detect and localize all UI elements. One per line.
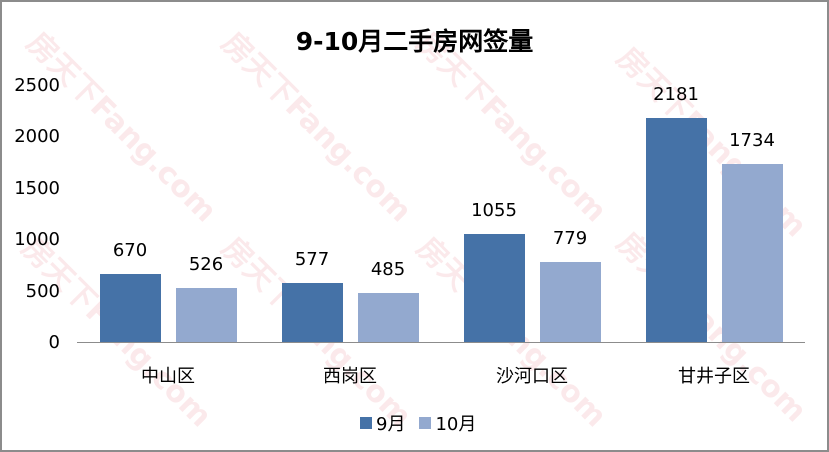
chart-title: 9-10月二手房网签量 <box>295 27 534 56</box>
bar-10月-中山区 <box>176 288 237 342</box>
y-tick-label: 1000 <box>14 229 60 250</box>
data-label: 1734 <box>729 130 775 151</box>
data-label: 485 <box>370 259 406 280</box>
bar-9月-西岗区 <box>282 283 343 342</box>
legend-item-9月[interactable]: 9月 <box>360 410 405 436</box>
data-label: 526 <box>188 254 224 275</box>
x-category-label: 西岗区 <box>323 366 377 387</box>
y-tick-label: 2000 <box>14 126 60 147</box>
y-tick-label: 0 <box>48 332 60 353</box>
bar-10月-西岗区 <box>358 293 419 342</box>
bar-10月-沙河口区 <box>540 262 601 342</box>
legend-label: 9月 <box>376 414 406 435</box>
data-label: 779 <box>552 228 588 249</box>
y-tick-label: 2500 <box>14 75 60 96</box>
y-tick-label: 1500 <box>14 178 60 199</box>
data-label: 1055 <box>471 200 517 221</box>
legend: 9月 10月 <box>360 410 490 436</box>
x-category-label: 甘井子区 <box>678 366 750 387</box>
x-category-label: 沙河口区 <box>496 366 568 387</box>
data-label: 577 <box>294 249 330 270</box>
bar-9月-甘井子区 <box>646 118 707 342</box>
bar-9月-沙河口区 <box>464 234 525 342</box>
bar-10月-甘井子区 <box>722 164 783 342</box>
legend-item-10月[interactable]: 10月 <box>419 410 476 436</box>
data-label: 670 <box>112 240 148 261</box>
legend-swatch-icon <box>419 417 432 429</box>
data-label: 2181 <box>653 84 699 105</box>
x-axis-line <box>77 342 805 343</box>
bar-9月-中山区 <box>100 274 161 342</box>
x-category-label: 中山区 <box>141 366 195 387</box>
y-tick-label: 500 <box>25 281 60 302</box>
legend-swatch-icon <box>360 417 372 429</box>
legend-label: 10月 <box>435 414 477 435</box>
